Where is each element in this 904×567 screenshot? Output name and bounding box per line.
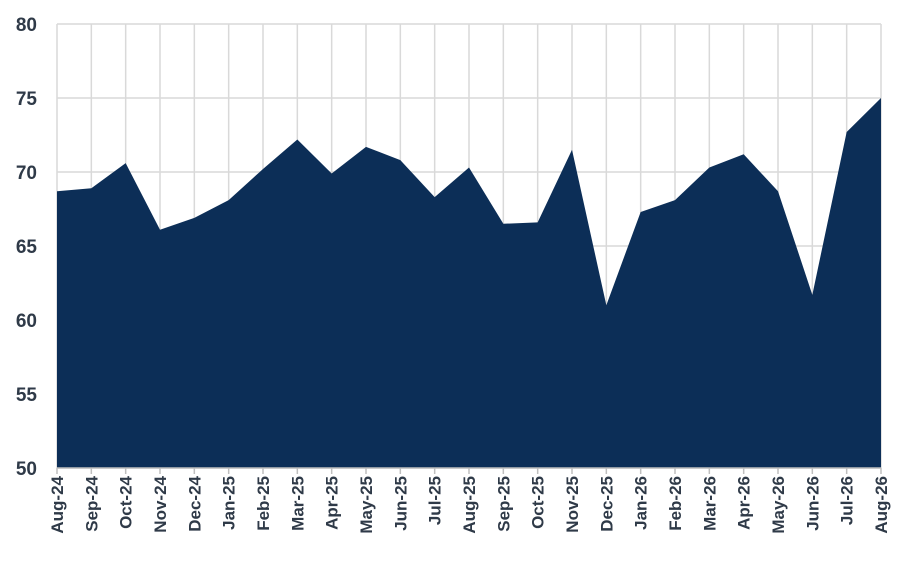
x-tick-label: Oct-25 (529, 476, 548, 529)
y-axis: 50 55 60 65 70 75 80 (16, 15, 38, 480)
x-tick-label: Apr-26 (735, 476, 754, 530)
x-tick-label: Dec-25 (597, 476, 616, 532)
x-tick-label: Feb-26 (666, 476, 685, 531)
y-tick-label: 65 (16, 237, 38, 258)
x-tick-label: Nov-24 (151, 475, 170, 532)
x-tick-label: Sep-25 (494, 476, 513, 532)
x-tick-label: Jun-26 (803, 476, 822, 531)
y-tick-label: 80 (16, 15, 37, 36)
x-tick-label: Jul-26 (838, 476, 857, 525)
y-tick-label: 60 (16, 311, 37, 332)
x-tick-label: Apr-25 (323, 476, 342, 530)
x-tick-label: Aug-25 (460, 476, 479, 534)
area-fill (57, 98, 881, 468)
x-tick-label: May-25 (357, 476, 376, 534)
x-tick-label: Mar-25 (288, 476, 307, 531)
x-tick-label: Oct-24 (117, 475, 136, 528)
x-tick-label: Jul-25 (426, 476, 445, 525)
x-tick-label: Jan-25 (220, 476, 239, 530)
area-series (57, 98, 881, 468)
x-axis: Aug-24 Sep-24 Oct-24 Nov-24 Dec-24 Jan-25 Feb-… (48, 467, 891, 534)
x-tick-label: Aug-24 (48, 475, 67, 533)
y-tick-label: 70 (16, 163, 37, 184)
x-tick-label: Aug-26 (872, 476, 891, 534)
x-tick-label: Jun-25 (391, 476, 410, 531)
x-tick-label: Nov-25 (563, 476, 582, 533)
x-tick-label: Jan-26 (632, 476, 651, 530)
x-tick-label: Dec-24 (185, 475, 204, 531)
y-tick-label: 55 (16, 385, 38, 406)
x-tick-label: May-26 (769, 476, 788, 534)
x-tick-label: Sep-24 (82, 475, 101, 531)
x-tick-label: Mar-26 (700, 476, 719, 531)
y-tick-label: 75 (16, 89, 38, 110)
y-tick-label: 50 (16, 459, 37, 480)
x-tick-label: Feb-25 (254, 476, 273, 531)
